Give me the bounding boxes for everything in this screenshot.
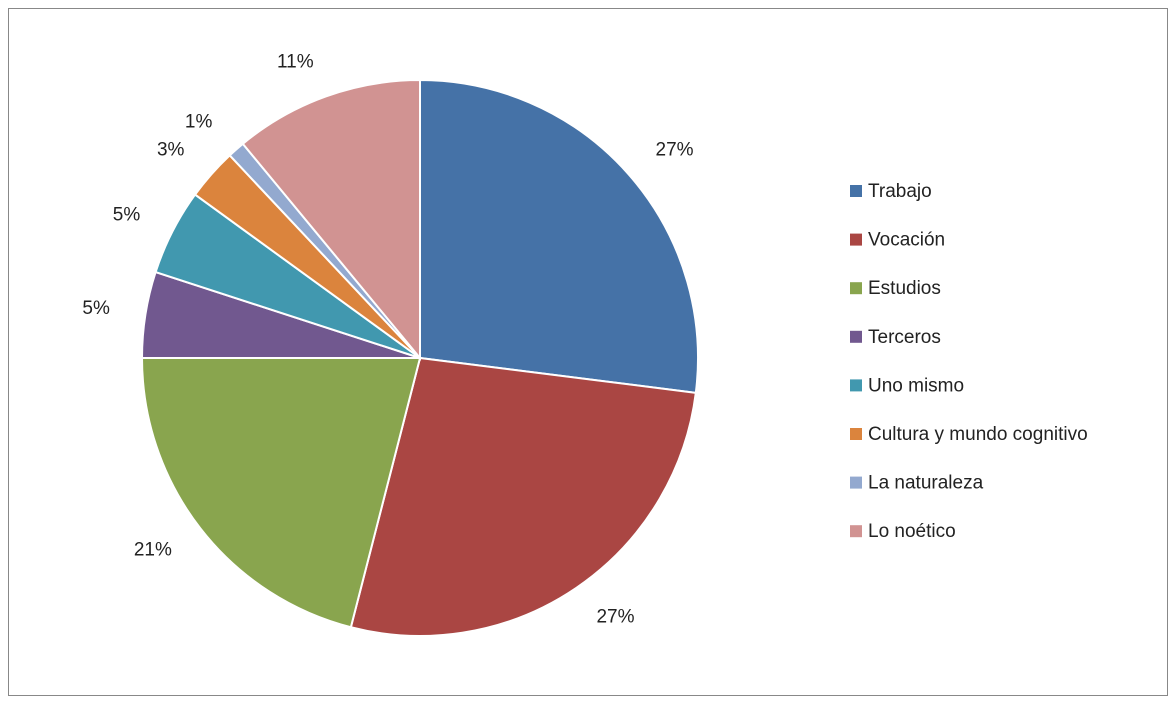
legend-label: La naturaleza	[868, 473, 984, 494]
data-label: 3%	[157, 139, 185, 160]
data-label: 5%	[113, 204, 141, 225]
pie-slice	[241, 78, 421, 361]
data-label: 21%	[134, 539, 172, 560]
legend-swatch	[850, 476, 862, 489]
legend-swatch	[850, 428, 862, 440]
data-label: 11%	[277, 52, 314, 73]
data-label: 27%	[656, 139, 694, 160]
legend-swatch	[850, 282, 862, 295]
legend-label: Vocación	[868, 230, 945, 251]
legend-label: Terceros	[868, 327, 941, 348]
legend-swatch	[850, 185, 862, 197]
legend-label: Estudios	[868, 278, 941, 299]
data-label: 5%	[82, 298, 110, 319]
legend-swatch	[850, 330, 862, 343]
legend-swatch	[850, 233, 862, 246]
legend-swatch	[850, 525, 862, 538]
legend-swatch	[850, 379, 862, 392]
legend-label: Uno mismo	[868, 375, 964, 396]
legend-label: Lo noético	[868, 521, 956, 542]
pie-slice	[349, 356, 697, 637]
legend-label: Trabajo	[868, 181, 932, 202]
pie-slice	[419, 78, 699, 394]
data-label: 27%	[596, 607, 634, 628]
legend-label: Cultura y mundo cognitivo	[868, 424, 1088, 445]
data-label: 1%	[185, 111, 213, 132]
pie-slice	[140, 357, 422, 629]
